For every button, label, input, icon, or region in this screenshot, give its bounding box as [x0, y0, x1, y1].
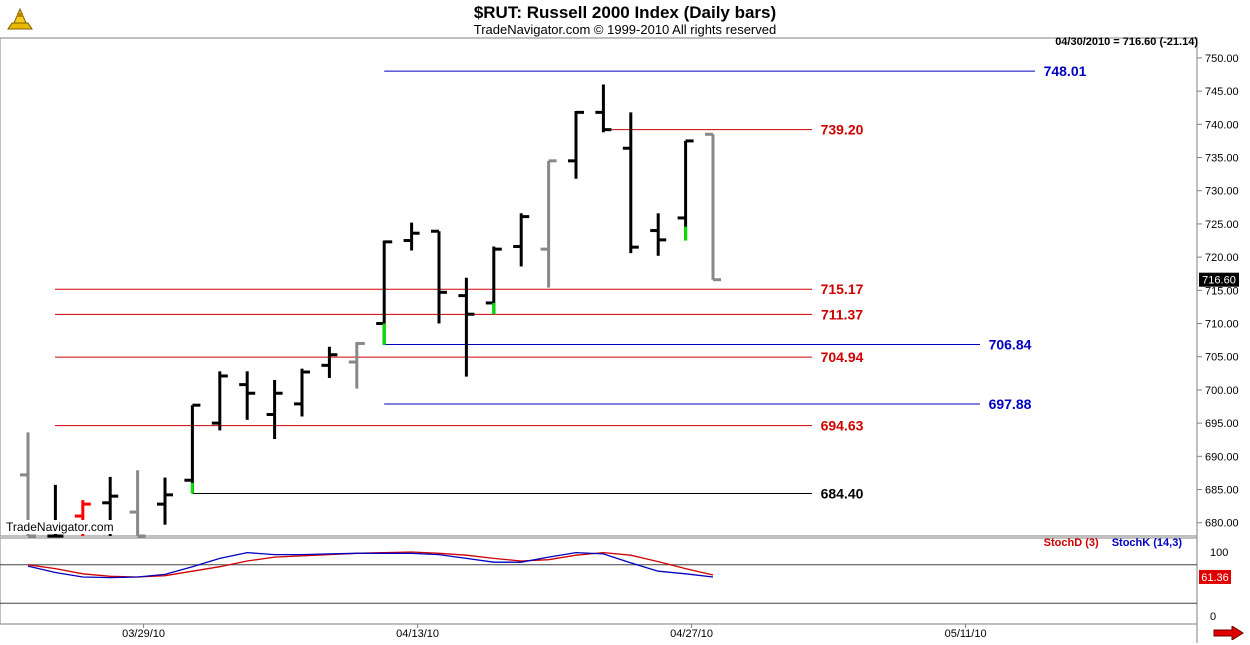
stoch-k-line	[27, 551, 714, 579]
price-axis-tick-label: 680.00	[1205, 518, 1239, 530]
watermark-label: TradeNavigator.com	[6, 520, 114, 534]
level-label: 706.84	[989, 337, 1032, 353]
level-label: 697.88	[989, 396, 1032, 412]
price-axis-tick-label: 695.00	[1205, 418, 1239, 430]
price-axis-tick-label: 685.00	[1205, 485, 1239, 497]
level-label: 748.01	[1044, 63, 1087, 79]
last-price-tag-label: 716.60	[1202, 275, 1236, 287]
chart-subtitle: TradeNavigator.com © 1999-2010 All right…	[473, 22, 777, 37]
date-axis-tick-label: 05/11/10	[945, 628, 987, 640]
price-axis-tick-label: 735.00	[1205, 153, 1239, 165]
price-axis-tick-label: 690.00	[1205, 451, 1239, 463]
date-axis: 03/29/10 04/13/10 04/27/10 05/11/10	[122, 624, 987, 640]
price-axis-tick-label: 700.00	[1205, 385, 1239, 397]
level-label: 739.20	[821, 122, 864, 138]
support-resistance-levels: 748.01 739.20 715.17 711.37 706.84 704.94 697.…	[55, 63, 1087, 502]
stoch-k-legend-label: StochK (14,3)	[1111, 537, 1182, 549]
trade-navigator-logo-icon	[4, 3, 36, 35]
price-axis-tick-label: 725.00	[1205, 219, 1239, 231]
price-axis-tick-label: 705.00	[1205, 352, 1239, 364]
price-axis-tick-label: 730.00	[1205, 186, 1239, 198]
stoch-axis-tick-label: 100	[1210, 547, 1228, 559]
price-axis: 680.00 685.00 690.00 695.00 700.00 705.00 710.…	[1197, 53, 1239, 530]
level-label: 684.40	[821, 486, 864, 502]
level-label: 711.37	[821, 306, 863, 322]
price-plot-area	[0, 37, 1198, 537]
stoch-d-legend-label: StochD (3)	[1043, 537, 1099, 549]
level-label: 715.17	[821, 281, 864, 297]
level-label: 694.63	[821, 418, 864, 434]
last-value-label: 04/30/2010 = 716.60 (-21.14)	[1055, 36, 1198, 48]
ohlc-bars	[20, 84, 721, 538]
stoch-axis-tick-label: 0	[1210, 611, 1216, 623]
price-axis-tick-label: 745.00	[1205, 86, 1239, 98]
stochastic-plot-area	[0, 537, 1198, 625]
price-axis-tick-label: 715.00	[1205, 285, 1239, 297]
date-axis-tick-label: 04/13/10	[396, 628, 439, 640]
chart-title: $RUT: Russell 2000 Index (Daily bars)	[473, 3, 777, 22]
price-axis-tick-label: 740.00	[1205, 119, 1239, 131]
stochastic-legend: StochD (3) StochK (14,3)	[1044, 537, 1182, 549]
scroll-right-arrow-icon[interactable]	[1212, 625, 1244, 641]
stochastic-axis: 0 100 61.36	[1199, 547, 1231, 623]
stoch-last-tag	[1199, 569, 1231, 584]
stoch-last-tag-label: 61.36	[1201, 572, 1229, 584]
date-axis-tick-label: 04/27/10	[670, 628, 713, 640]
last-price-tag	[1199, 272, 1239, 287]
level-label: 704.94	[821, 349, 864, 365]
stochastic-lines	[0, 551, 1197, 604]
price-axis-tick-label: 720.00	[1205, 252, 1239, 264]
date-axis-tick-label: 03/29/10	[122, 628, 165, 640]
price-axis-tick-label: 710.00	[1205, 319, 1239, 331]
price-axis-tick-label: 750.00	[1205, 53, 1239, 65]
